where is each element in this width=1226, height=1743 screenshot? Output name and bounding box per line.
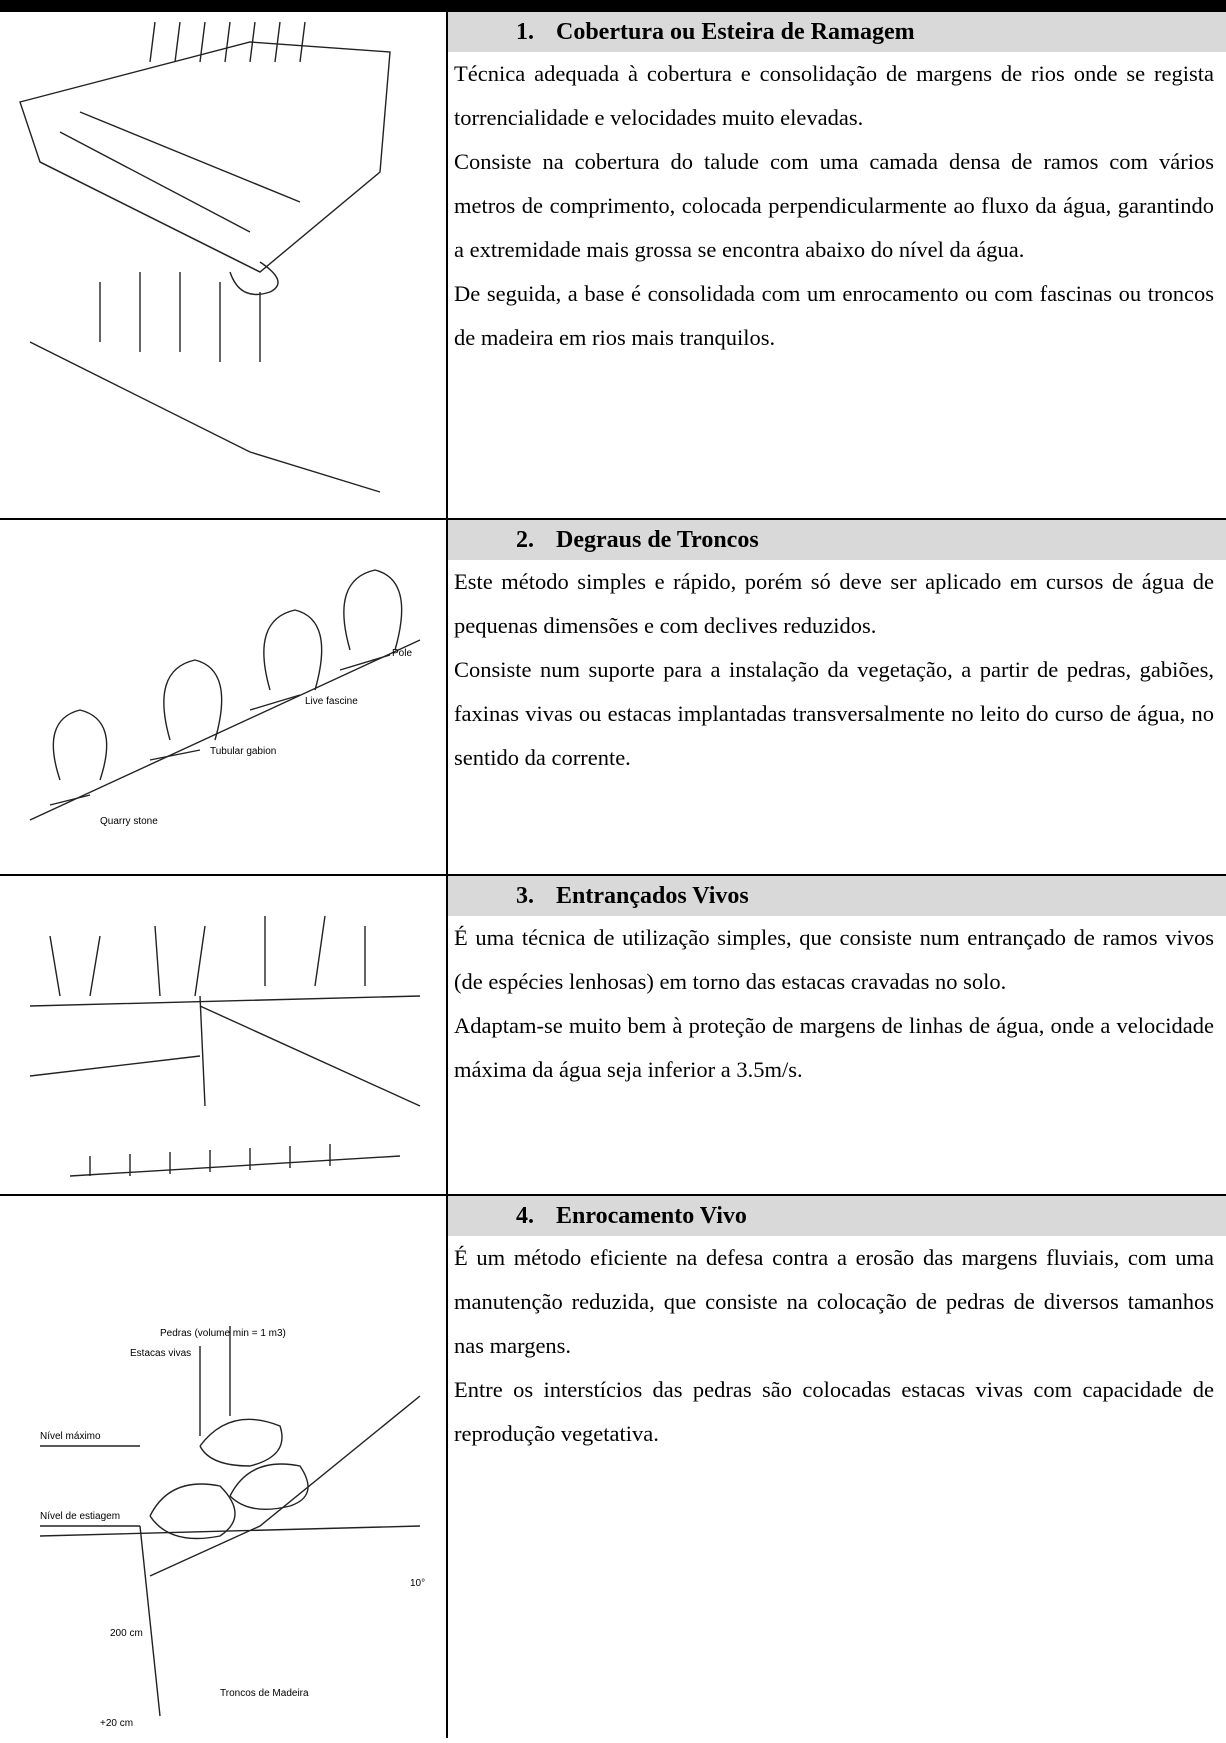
figure-label: Troncos de Madeira: [220, 1688, 309, 1699]
section-title: Cobertura ou Esteira de Ramagem: [556, 19, 915, 45]
figure-label: Tubular gabion: [210, 746, 276, 757]
figure-label: 200 cm: [110, 1628, 143, 1639]
paragraph: Técnica adequada à cobertura e consolida…: [454, 61, 1214, 130]
paragraph: É uma técnica de utilização simples, que…: [454, 925, 1214, 994]
figure-label: Estacas vivas: [130, 1348, 191, 1359]
figure-label: Nível de estiagem: [40, 1511, 120, 1522]
figure-label: Live fascine: [305, 696, 358, 707]
figure-cell: Pole Live fascine Tubular gabion Quarry …: [0, 520, 448, 874]
sketch: [19, 21, 391, 493]
figure-label: Nível máximo: [40, 1431, 101, 1442]
section-number: 3.: [516, 883, 534, 909]
paragraph: De seguida, a base é consolidada com um …: [454, 281, 1214, 350]
paragraph: Adaptam-se muito bem à proteção de marge…: [454, 1013, 1214, 1082]
paragraph: Este método simples e rápido, porém só d…: [454, 569, 1214, 638]
section-heading: 3. Entrançados Vivos: [448, 876, 1226, 916]
paragraph: Consiste num suporte para a instalação d…: [454, 657, 1214, 770]
figure-label: Pedras (volume min = 1 m3): [160, 1328, 286, 1339]
section-title: Enrocamento Vivo: [556, 1203, 747, 1229]
row: Pole Live fascine Tubular gabion Quarry …: [0, 520, 1226, 876]
figure-label: Quarry stone: [100, 816, 158, 827]
sketch: [29, 915, 421, 1177]
section-heading: 2. Degraus de Troncos: [448, 520, 1226, 560]
row: 1. Cobertura ou Esteira de Ramagem Técnic…: [0, 12, 1226, 520]
figure-label: Pole: [392, 648, 412, 659]
section-heading: 4. Enrocamento Vivo: [448, 1196, 1226, 1236]
figure-cell: [0, 12, 448, 518]
section-title: Entrançados Vivos: [556, 883, 749, 909]
section-title: Degraus de Troncos: [556, 527, 759, 553]
figure-label: +20 cm: [100, 1718, 133, 1729]
section-number: 4.: [516, 1203, 534, 1229]
sketch: Pedras (volume min = 1 m3) Estacas vivas…: [39, 1326, 425, 1729]
figure-cell: Pedras (volume min = 1 m3) Estacas vivas…: [0, 1196, 448, 1738]
paragraph: É um método eficiente na defesa contra a…: [454, 1245, 1214, 1358]
section-number: 2.: [516, 527, 534, 553]
sketch: Pole Live fascine Tubular gabion Quarry …: [29, 569, 421, 827]
section-number: 1.: [516, 19, 534, 45]
figure-cell: [0, 876, 448, 1194]
top-rule: [0, 0, 1226, 12]
row: Pedras (volume min = 1 m3) Estacas vivas…: [0, 1196, 1226, 1738]
paragraph: Entre os interstícios das pedras são col…: [454, 1377, 1214, 1446]
paragraph: Consiste na cobertura do talude com uma …: [454, 149, 1214, 262]
figure-label: 10°: [410, 1578, 425, 1589]
row: 3. Entrançados Vivos É uma técnica de uti…: [0, 876, 1226, 1196]
section-heading: 1. Cobertura ou Esteira de Ramagem: [448, 12, 1226, 52]
